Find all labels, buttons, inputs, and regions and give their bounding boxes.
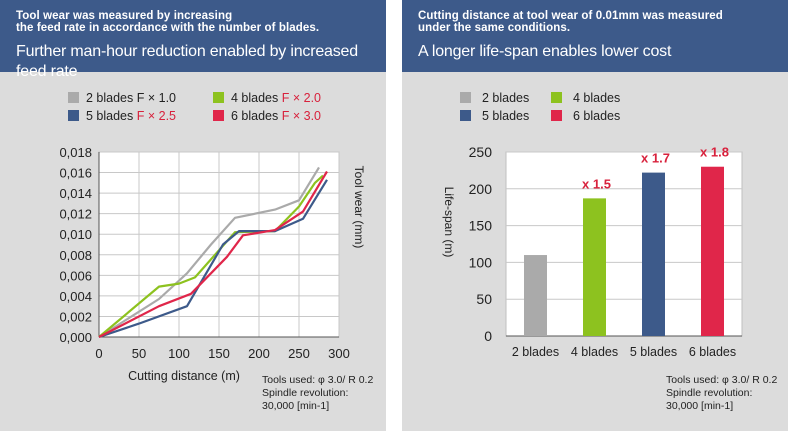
x-category-label: 2 blades — [512, 345, 559, 359]
y-tick-label: 150 — [469, 218, 493, 234]
series-line-2-blades — [98, 166, 320, 338]
legend-series-name: 2 blades — [86, 91, 137, 105]
note-tools: Tools used: φ 3.0/ R 0.2 — [262, 374, 373, 386]
legend-label: 6 blades — [573, 109, 620, 123]
legend-feed-rate: F × 3.0 — [282, 109, 321, 123]
ratio-annotation: x 1.5 — [582, 176, 611, 191]
legend-series-name: 5 blades — [86, 109, 137, 123]
y-tick-label: 200 — [469, 181, 493, 197]
y-tick-label: 0 — [484, 328, 492, 344]
series-line-6-blades — [98, 170, 328, 338]
y-tick-label: 0,016 — [59, 166, 92, 181]
legend-label: 4 blades F × 2.0 — [231, 91, 321, 105]
bar-6-blades — [701, 166, 724, 336]
legend-swatch — [551, 92, 562, 103]
bar-2-blades — [524, 255, 547, 336]
note-rpm: 30,000 [min-1] — [262, 400, 329, 412]
left-panel: Tool wear was measured by increasing the… — [0, 0, 386, 431]
legend-feed-rate: F × 1.0 — [137, 91, 176, 105]
legend-label: 4 blades — [573, 91, 620, 105]
bar-4-blades — [583, 198, 606, 336]
y-tick-label: 50 — [476, 291, 492, 307]
ratio-annotation: x 1.7 — [641, 151, 670, 166]
legend-swatch — [460, 110, 471, 121]
left-header: Tool wear was measured by increasing the… — [0, 0, 386, 80]
left-subtitle: Tool wear was measured by increasing the… — [16, 10, 320, 34]
x-tick-label: 100 — [168, 346, 190, 361]
right-header: Cutting distance at tool wear of 0.01mm … — [402, 0, 788, 72]
legend-label: 5 blades — [482, 109, 529, 123]
x-tick-label: 300 — [328, 346, 350, 361]
y-axis-label: Tool wear (mm) — [352, 166, 366, 249]
ratio-annotation: x 1.8 — [700, 145, 729, 160]
y-tick-label: 0,014 — [59, 186, 92, 201]
x-tick-label: 150 — [208, 346, 230, 361]
legend-swatch — [213, 92, 224, 103]
legend-swatch — [460, 92, 471, 103]
legend-feed-rate: F × 2.0 — [282, 91, 321, 105]
y-tick-label: 100 — [469, 254, 493, 270]
legend-label: 2 blades F × 1.0 — [86, 91, 176, 105]
y-tick-label: 0,002 — [59, 309, 92, 324]
life-span-bar-chart: 0 50 100 150 200 250 Life-span (m) 2 blades 4 bl… — [442, 91, 777, 412]
note-spindle: Spindle revolution: — [262, 387, 348, 399]
y-tick-label: 0,008 — [59, 248, 92, 263]
y-tick-label: 0,012 — [59, 207, 92, 222]
y-tick-label: 0,000 — [59, 330, 92, 345]
legend-label: 6 blades F × 3.0 — [231, 109, 321, 123]
x-tick-label: 50 — [132, 346, 146, 361]
note-tools: Tools used: φ 3.0/ R 0.2 — [666, 374, 777, 386]
x-tick-label: 250 — [288, 346, 310, 361]
legend-series-name: 4 blades — [231, 91, 282, 105]
y-axis-label: Life-span (m) — [442, 187, 456, 258]
x-category-label: 5 blades — [630, 345, 677, 359]
tool-wear-line-chart: 0,000 0,002 0,004 0,006 0,008 0,010 0,012 0,014… — [59, 91, 373, 412]
series-line-5-blades — [98, 179, 328, 339]
legend-swatch — [213, 110, 224, 121]
x-category-label: 4 blades — [571, 345, 618, 359]
x-category-label: 6 blades — [689, 345, 736, 359]
y-tick-label: 0,004 — [59, 289, 92, 304]
note-spindle: Spindle revolution: — [666, 387, 752, 399]
legend-series-name: 6 blades — [231, 109, 282, 123]
bar-5-blades — [642, 172, 665, 336]
legend-feed-rate: F × 2.5 — [137, 109, 176, 123]
legend-label: 5 blades F × 2.5 — [86, 109, 176, 123]
y-tick-label: 0,010 — [59, 227, 92, 242]
y-tick-label: 0,006 — [59, 268, 92, 283]
right-subtitle: Cutting distance at tool wear of 0.01mm … — [418, 10, 723, 34]
legend-label: 2 blades — [482, 91, 529, 105]
right-panel: Cutting distance at tool wear of 0.01mm … — [402, 0, 788, 431]
y-tick-label: 250 — [469, 144, 493, 160]
legend-swatch — [551, 110, 562, 121]
x-axis-label: Cutting distance (m) — [128, 369, 240, 383]
y-tick-label: 0,018 — [59, 145, 92, 160]
note-rpm: 30,000 [min-1] — [666, 400, 733, 412]
left-title: Further man-hour reduction enabled by in… — [16, 43, 358, 80]
x-tick-label: 200 — [248, 346, 270, 361]
legend-swatch — [68, 110, 79, 121]
series-line-4-blades — [98, 174, 324, 338]
x-tick-label: 0 — [95, 346, 102, 361]
legend-swatch — [68, 92, 79, 103]
right-title: A longer life-span enables lower cost — [418, 43, 672, 60]
